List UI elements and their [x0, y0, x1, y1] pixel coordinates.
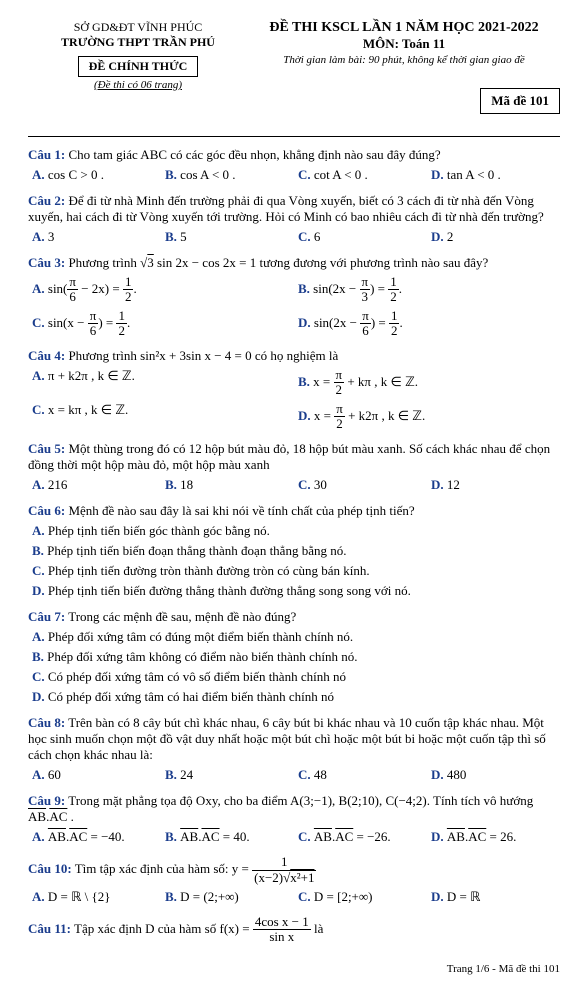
q3-d: D. sin(2x − π6) = 12.	[294, 307, 560, 341]
exam-header: SỞ GD&ĐT VĨNH PHÚC TRƯỜNG THPT TRẦN PHÚ …	[28, 20, 560, 114]
q2-label: Câu 2:	[28, 193, 65, 208]
q7-c: Có phép đối xứng tâm có vô số điểm biến …	[48, 669, 346, 684]
q1-b: cos A < 0 .	[180, 167, 235, 182]
q10-a: D = ℝ \ {2}	[48, 889, 111, 904]
exam-title: ĐỀ THI KSCL LẦN 1 NĂM HỌC 2021-2022	[248, 20, 560, 36]
q3-b: B. sin(2x − π3) = 12.	[294, 273, 560, 307]
question-6: Câu 6: Mệnh đề nào sau đây là sai khi nó…	[28, 503, 560, 601]
q9-b: B. AB.AC = 40.	[161, 827, 294, 847]
q10-text: Tìm tập xác định của hàm số:	[75, 861, 232, 876]
q9-vec: AB.AC	[28, 809, 67, 824]
q4-text: Phương trình sin²x + 3sin x − 4 = 0 có h…	[68, 348, 338, 363]
q9-a: A. AB.AC = −40.	[28, 827, 161, 847]
q10-d: D = ℝ	[447, 889, 481, 904]
q6-d: Phép tịnh tiến biến đường thẳng thành đư…	[48, 583, 411, 598]
q1-c: cot A < 0 .	[314, 167, 368, 182]
question-9: Câu 9: Trong mặt phẳng tọa độ Oxy, cho b…	[28, 793, 560, 847]
q3-text-after: tương đương với phương trình nào sau đây…	[259, 255, 488, 270]
title-block: ĐỀ THI KSCL LẦN 1 NĂM HỌC 2021-2022 MÔN:…	[248, 20, 560, 114]
question-10: Câu 10: Tìm tập xác định của hàm số: y =…	[28, 855, 560, 907]
question-4: Câu 4: Phương trình sin²x + 3sin x − 4 =…	[28, 348, 560, 433]
official-box: ĐỀ CHÍNH THỨC	[78, 56, 199, 77]
q2-text: Để đi từ nhà Minh đến trường phải đi qua…	[28, 193, 544, 224]
q5-b: 18	[180, 477, 193, 492]
q2-c: 6	[314, 229, 321, 244]
q2-b: 5	[180, 229, 187, 244]
q5-label: Câu 5:	[28, 441, 65, 456]
q6-c: Phép tịnh tiến đường tròn thành đường tr…	[48, 563, 370, 578]
q5-a: 216	[48, 477, 68, 492]
q11-fn: f(x) = 4cos x − 1sin x	[219, 921, 310, 936]
exam-subject: MÔN: Toán 11	[248, 36, 560, 52]
question-3: Câu 3: Phương trình √3 sin 2x − cos 2x =…	[28, 255, 560, 340]
question-2: Câu 2: Để đi từ nhà Minh đến trường phải…	[28, 193, 560, 247]
q8-a: 60	[48, 767, 61, 782]
q10-label: Câu 10:	[28, 861, 72, 876]
q5-text: Một thùng trong đó có 12 hộp bút màu đỏ,…	[28, 441, 550, 472]
q6-label: Câu 6:	[28, 503, 65, 518]
q3-c: C. sin(x − π6) = 12.	[28, 307, 294, 341]
q1-a: cos C > 0 .	[48, 167, 104, 182]
q2-a: 3	[48, 229, 55, 244]
q9-text-before: Trong mặt phẳng tọa độ Oxy, cho ba điểm …	[68, 793, 533, 808]
q7-a: Phép đối xứng tâm có đúng một điểm biến …	[48, 629, 353, 644]
org-line1: SỞ GD&ĐT VĨNH PHÚC	[28, 20, 248, 35]
q10-c: D = [2;+∞)	[314, 889, 373, 904]
q3-a: A. sin(π6 − 2x) = 12.	[28, 273, 294, 307]
q6-text: Mệnh đề nào sau đây là sai khi nói về tí…	[68, 503, 414, 518]
q10-b: D = (2;+∞)	[180, 889, 239, 904]
question-7: Câu 7: Trong các mệnh đề sau, mệnh đề nà…	[28, 609, 560, 707]
q7-d: Có phép đối xứng tâm có hai điểm biến th…	[48, 689, 334, 704]
q9-c: C. AB.AC = −26.	[294, 827, 427, 847]
page-footer: Trang 1/6 - Mã đề thi 101	[28, 963, 560, 975]
q11-text-after: là	[314, 921, 323, 936]
org-line2: TRƯỜNG THPT TRẦN PHÚ	[28, 35, 248, 50]
q8-d: 480	[447, 767, 467, 782]
q7-text: Trong các mệnh đề sau, mệnh đề nào đúng?	[68, 609, 296, 624]
q11-label: Câu 11:	[28, 921, 71, 936]
q3-text-before: Phương trình	[68, 255, 140, 270]
q8-text: Trên bàn có 8 cây bút chì khác nhau, 6 c…	[28, 715, 546, 762]
q10-fn: y = 1(x−2)√x²+1	[232, 861, 317, 876]
q3-equation: √3 sin 2x − cos 2x = 1	[140, 255, 256, 270]
q4-label: Câu 4:	[28, 348, 65, 363]
question-1: Câu 1: Cho tam giác ABC có các góc đều n…	[28, 147, 560, 185]
q9-label: Câu 9:	[28, 793, 65, 808]
q3-label: Câu 3:	[28, 255, 65, 270]
question-8: Câu 8: Trên bàn có 8 cây bút chì khác nh…	[28, 715, 560, 785]
q7-b: Phép đối xứng tâm không có điểm nào biến…	[47, 649, 357, 664]
q4-b: B. x = π2 + kπ , k ∈ ℤ.	[294, 366, 560, 400]
q4-d: D. x = π2 + k2π , k ∈ ℤ.	[294, 400, 560, 434]
q7-label: Câu 7:	[28, 609, 65, 624]
q8-label: Câu 8:	[28, 715, 65, 730]
exam-code: Mã đề 101	[480, 88, 560, 114]
q5-c: 30	[314, 477, 327, 492]
q6-b: Phép tịnh tiến biến đoạn thẳng thành đoạ…	[47, 543, 346, 558]
q1-label: Câu 1:	[28, 147, 65, 162]
exam-timing: Thời gian làm bài: 90 phút, không kể thờ…	[248, 54, 560, 66]
q6-a: Phép tịnh tiến biến góc thành góc bằng n…	[48, 523, 270, 538]
q5-d: 12	[447, 477, 460, 492]
q9-text-after: .	[71, 809, 74, 824]
q4-a: π + k2π , k ∈ ℤ.	[48, 368, 135, 383]
q2-d: 2	[447, 229, 454, 244]
q8-b: 24	[180, 767, 193, 782]
question-11: Câu 11: Tập xác định D của hàm số f(x) =…	[28, 915, 560, 945]
q9-d: D. AB.AC = 26.	[427, 827, 560, 847]
q11-text-before: Tập xác định D của hàm số	[74, 921, 219, 936]
pages-note: (Đề thi có 06 trang)	[28, 79, 248, 91]
q1-text: Cho tam giác ABC có các góc đều nhọn, kh…	[68, 147, 440, 162]
q1-d: tan A < 0 .	[447, 167, 501, 182]
question-5: Câu 5: Một thùng trong đó có 12 hộp bút …	[28, 441, 560, 495]
organization-block: SỞ GD&ĐT VĨNH PHÚC TRƯỜNG THPT TRẦN PHÚ …	[28, 20, 248, 114]
divider	[28, 136, 560, 137]
q4-c: x = kπ , k ∈ ℤ.	[48, 402, 128, 417]
q8-c: 48	[314, 767, 327, 782]
